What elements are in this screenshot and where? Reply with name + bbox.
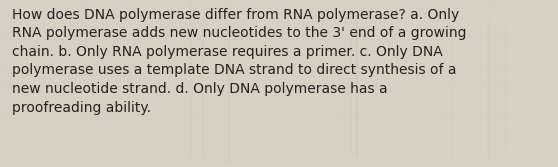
- Text: How does DNA polymerase differ from RNA polymerase? a. Only
RNA polymerase adds : How does DNA polymerase differ from RNA …: [12, 8, 467, 115]
